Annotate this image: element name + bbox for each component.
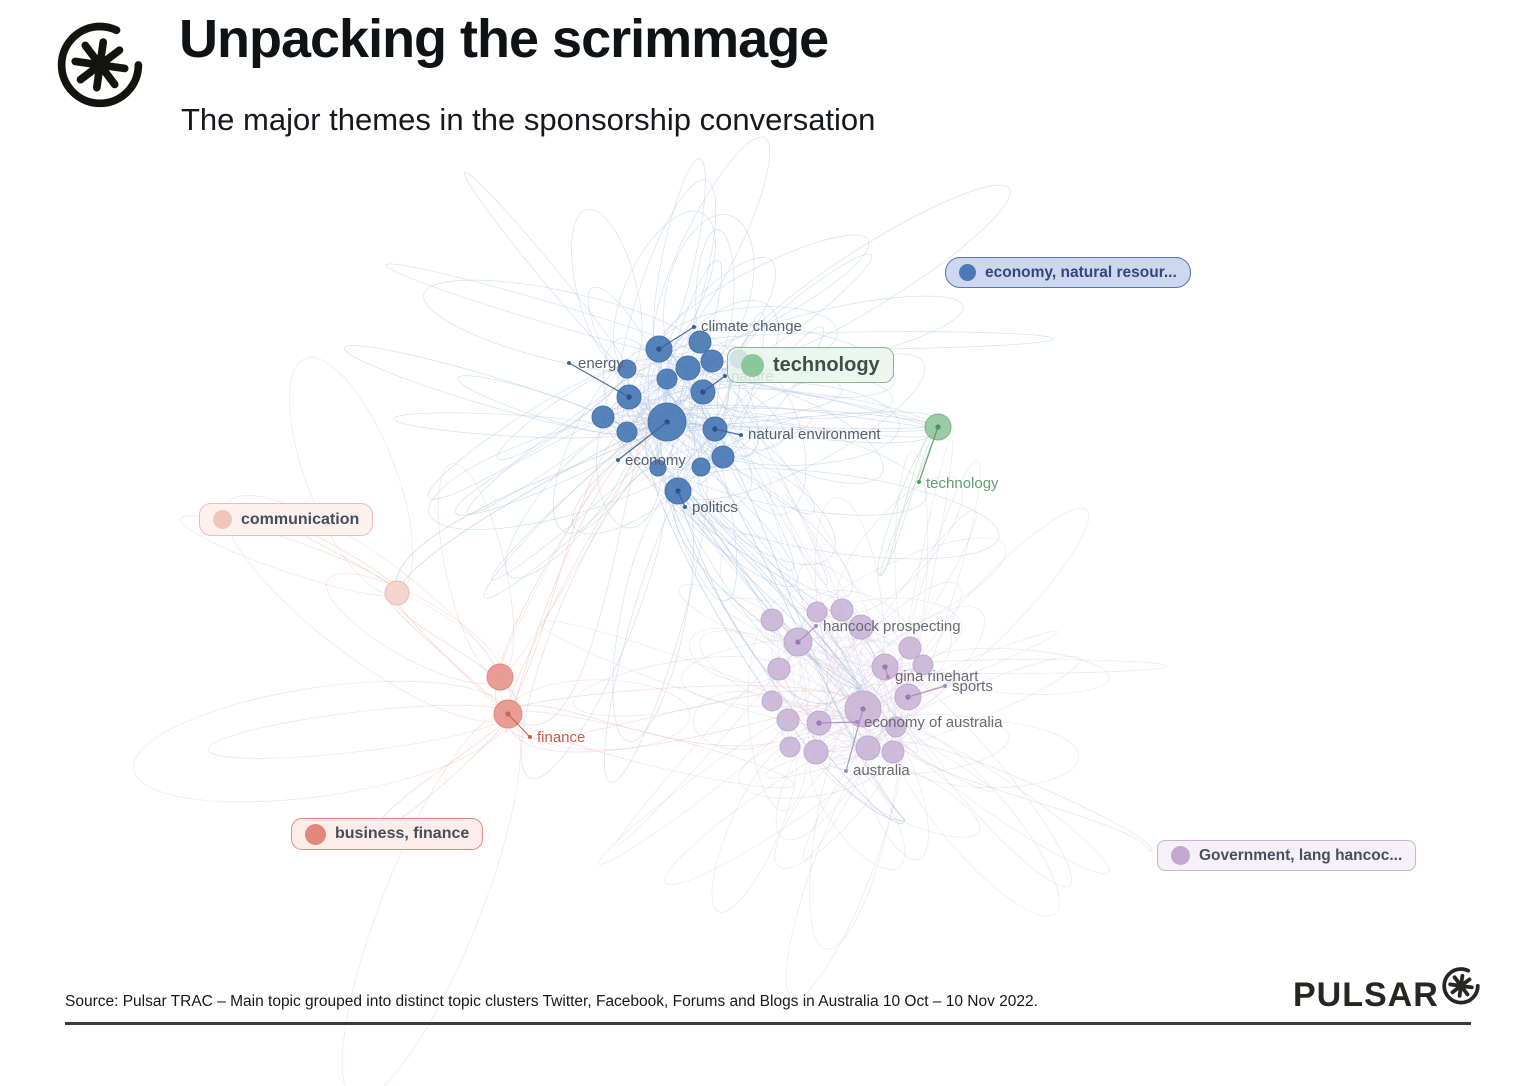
node-label: economy bbox=[625, 452, 686, 469]
brand-text: PULSAR bbox=[1293, 976, 1439, 1014]
topic-node[interactable] bbox=[616, 421, 638, 443]
legend-chip-communication[interactable]: communication bbox=[199, 503, 374, 536]
legend-chip-label: business, finance bbox=[335, 825, 470, 842]
topic-node[interactable] bbox=[760, 608, 784, 632]
legend-chip-business-finance[interactable]: business, finance bbox=[291, 818, 484, 850]
legend-chip-economy-natural-resources[interactable]: economy, natural resour... bbox=[945, 257, 1191, 288]
node-label: gina rinehart bbox=[895, 668, 979, 685]
page-subtitle: The major themes in the sponsorship conv… bbox=[181, 102, 876, 137]
topic-node[interactable] bbox=[591, 405, 615, 429]
legend-chip-label: Government, lang hancoc... bbox=[1199, 846, 1403, 864]
topic-node[interactable] bbox=[486, 663, 514, 691]
topic-node[interactable] bbox=[776, 708, 800, 732]
topic-node[interactable] bbox=[675, 355, 701, 381]
topic-node[interactable] bbox=[912, 654, 934, 676]
node-label: finance bbox=[537, 729, 585, 746]
topic-node[interactable] bbox=[855, 735, 881, 761]
page-title: Unpacking the scrimmage bbox=[179, 9, 829, 69]
node-label: economy of australia bbox=[864, 714, 1003, 731]
topic-node[interactable] bbox=[803, 739, 829, 765]
pulsar-logo-small-icon bbox=[1440, 964, 1482, 1011]
source-note: Source: Pulsar TRAC – Main topic grouped… bbox=[65, 993, 1038, 1010]
node-label: energy bbox=[578, 355, 624, 372]
node-label: technology bbox=[926, 475, 999, 492]
cluster-dot-icon bbox=[959, 264, 976, 281]
cluster-dot-icon bbox=[213, 510, 232, 529]
pulsar-logo-icon bbox=[52, 13, 148, 118]
topic-node[interactable] bbox=[649, 459, 667, 477]
topic-node[interactable] bbox=[656, 368, 678, 390]
topic-node[interactable] bbox=[767, 657, 791, 681]
topic-node[interactable] bbox=[761, 690, 783, 712]
cluster-dot-icon bbox=[741, 353, 764, 377]
topic-node[interactable] bbox=[691, 457, 711, 477]
legend-chip-label: communication bbox=[241, 510, 360, 528]
topic-node[interactable] bbox=[898, 636, 922, 660]
topic-node[interactable] bbox=[688, 330, 712, 354]
topic-node[interactable] bbox=[700, 349, 724, 373]
node-label: climate change bbox=[701, 318, 802, 335]
legend-chip-technology[interactable]: technology bbox=[727, 347, 894, 383]
topic-node[interactable] bbox=[885, 716, 907, 738]
topic-node[interactable] bbox=[779, 736, 801, 758]
topic-node[interactable] bbox=[617, 359, 637, 379]
pulsar-wordmark: PULSAR bbox=[1293, 967, 1482, 1025]
legend-chip-government[interactable]: Government, lang hancoc... bbox=[1157, 840, 1417, 871]
topic-node[interactable] bbox=[711, 445, 735, 469]
node-label: sports bbox=[952, 678, 993, 695]
node-label: politics bbox=[692, 499, 738, 516]
node-layer bbox=[384, 330, 952, 765]
cluster-dot-icon bbox=[1171, 846, 1190, 865]
topic-node[interactable] bbox=[848, 614, 874, 640]
topic-node[interactable] bbox=[881, 740, 905, 764]
cluster-dot-icon bbox=[305, 823, 326, 845]
topic-node[interactable] bbox=[384, 580, 410, 606]
legend-chip-label: technology bbox=[773, 353, 880, 376]
node-label: hancock prospecting bbox=[823, 618, 961, 635]
legend-chip-label: economy, natural resour... bbox=[985, 263, 1177, 281]
node-label: natural environment bbox=[748, 426, 881, 443]
footer-divider bbox=[65, 1022, 1471, 1025]
edge-layer bbox=[133, 136, 1168, 1086]
node-label: australia bbox=[853, 762, 910, 779]
topic-node[interactable] bbox=[806, 601, 828, 623]
topic-node[interactable] bbox=[830, 598, 854, 622]
